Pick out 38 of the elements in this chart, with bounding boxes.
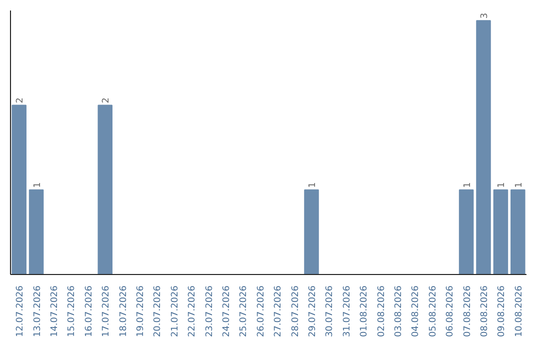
x-tick-label: 07.08.2026 bbox=[462, 285, 473, 338]
x-tick-label: 25.07.2026 bbox=[239, 285, 250, 338]
data-label: 1 bbox=[32, 182, 43, 188]
x-tick-label: 26.07.2026 bbox=[256, 285, 266, 338]
x-tick-label: 19.07.2026 bbox=[136, 285, 146, 338]
x-tick-label: 05.08.2026 bbox=[428, 285, 438, 338]
x-tick-label: 10.08.2026 bbox=[514, 285, 524, 338]
data-label: 1 bbox=[514, 182, 524, 188]
x-tick-label: 31.07.2026 bbox=[342, 285, 352, 338]
x-tick-label: 08.08.2026 bbox=[480, 285, 490, 338]
x-tick-label: 23.07.2026 bbox=[204, 285, 215, 338]
data-label: 3 bbox=[480, 12, 490, 19]
x-tick-label: 03.08.2026 bbox=[394, 285, 404, 338]
x-tick-label: 28.07.2026 bbox=[290, 285, 301, 338]
x-tick-label: 04.08.2026 bbox=[411, 285, 422, 338]
x-tick-label: 15.07.2026 bbox=[67, 285, 78, 338]
x-tick-label: 30.07.2026 bbox=[325, 285, 336, 338]
x-tick-label: 14.07.2026 bbox=[50, 285, 60, 338]
x-tick-label: 18.07.2026 bbox=[118, 285, 129, 338]
x-tick-label: 17.07.2026 bbox=[102, 285, 112, 338]
x-tick-label: 16.07.2026 bbox=[84, 285, 94, 338]
x-tick-label: 21.07.2026 bbox=[170, 285, 180, 338]
data-label: 2 bbox=[102, 98, 112, 104]
x-tick-label: 06.08.2026 bbox=[446, 285, 456, 338]
x-tick-label: 02.08.2026 bbox=[376, 285, 387, 338]
x-tick-label: 29.07.2026 bbox=[308, 285, 318, 338]
x-tick-label: 09.08.2026 bbox=[497, 285, 508, 338]
data-label: 1 bbox=[497, 182, 508, 188]
x-tick-label: 01.08.2026 bbox=[360, 285, 370, 338]
data-label: 1 bbox=[462, 182, 473, 188]
x-tick-label: 27.07.2026 bbox=[274, 285, 284, 338]
x-tick-label: 13.07.2026 bbox=[32, 285, 43, 338]
data-label: 1 bbox=[308, 182, 318, 188]
x-tick-label: 20.07.2026 bbox=[153, 285, 164, 338]
x-tick-label: 24.07.2026 bbox=[222, 285, 232, 338]
x-tick-label: 22.07.2026 bbox=[188, 285, 198, 338]
data-label: 2 bbox=[16, 98, 26, 104]
x-tick-label: 12.07.2026 bbox=[16, 285, 26, 338]
